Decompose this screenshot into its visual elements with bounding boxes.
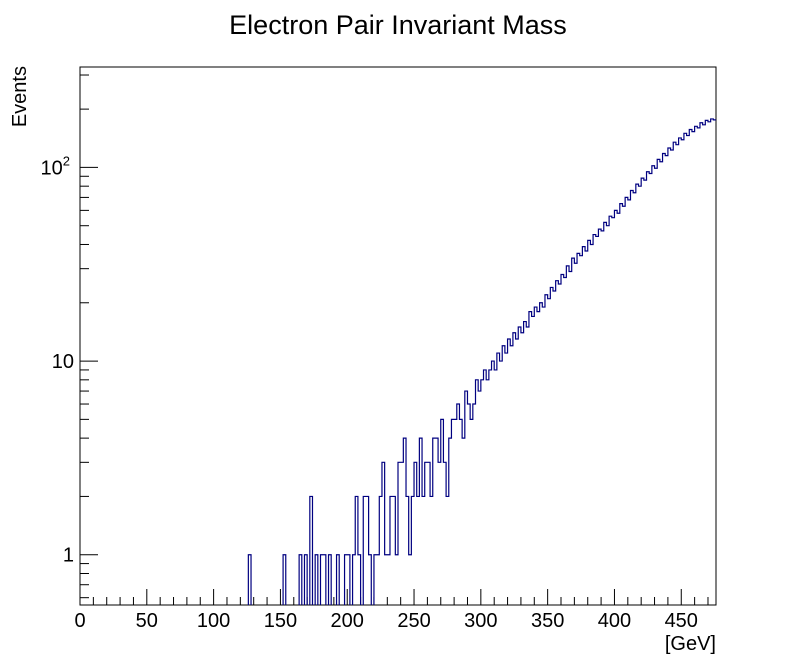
x-axis-label: [GeV]: [665, 633, 716, 655]
x-tick-label: 250: [397, 610, 430, 632]
y-tick-label: 1: [63, 545, 74, 567]
x-tick-label: 350: [531, 610, 564, 632]
y-tick-label: 10: [52, 351, 74, 373]
x-tick-label: 450: [665, 610, 698, 632]
x-tick-label: 50: [136, 610, 158, 632]
x-tick-label: 100: [197, 610, 230, 632]
y-axis-label: Events: [9, 66, 31, 127]
axis-ticks: [79, 74, 709, 605]
x-tick-label: 400: [598, 610, 631, 632]
plot-frame: [79, 66, 717, 606]
chart-title: Electron Pair Invariant Mass: [229, 10, 567, 40]
x-tick-label: 200: [331, 610, 364, 632]
x-tick-label: 300: [464, 610, 497, 632]
y-tick-label: 102: [41, 153, 70, 179]
histogram-series-line: [247, 118, 716, 605]
axis-tick-labels: 0 50 100 150 200 250 300 350 400 450 1 10 102: [41, 153, 698, 632]
x-tick-label: 150: [264, 610, 297, 632]
x-tick-label: 0: [74, 610, 85, 632]
